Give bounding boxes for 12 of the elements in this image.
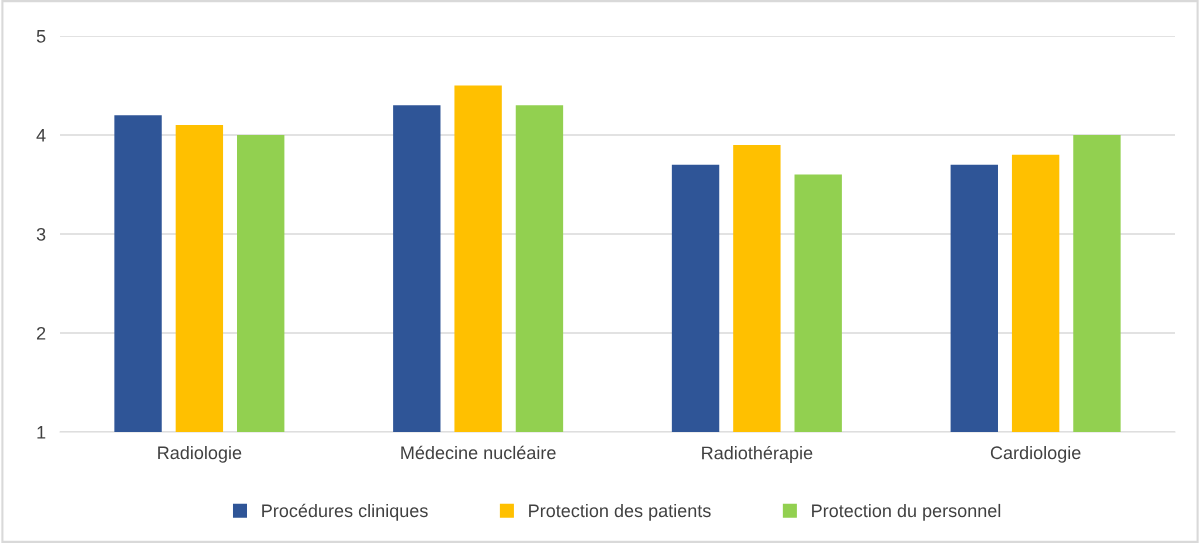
x-tick-label: Médecine nucléaire: [401, 445, 556, 460]
y-tick-label: 4: [36, 129, 46, 142]
legend-label: Protection des patients: [529, 503, 711, 521]
legend-label: Protection du personnel: [812, 503, 1001, 521]
x-tick-label: Cardiologie: [990, 445, 1081, 463]
x-tick-label: Radiologie: [158, 445, 242, 463]
y-tick-label: 5: [36, 30, 46, 43]
legend-label: Procédures cliniques: [262, 503, 428, 521]
y-tick-label: 1: [37, 426, 46, 439]
y-tick-label: 2: [36, 326, 46, 340]
x-tick-label: Radiothérapie: [702, 445, 813, 463]
y-tick-label: 3: [36, 227, 46, 241]
